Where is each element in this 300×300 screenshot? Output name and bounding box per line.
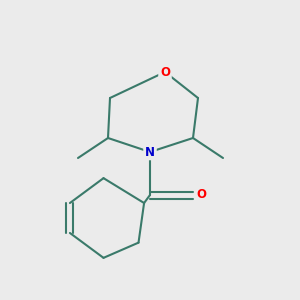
Text: O: O <box>196 188 206 202</box>
Text: O: O <box>160 65 170 79</box>
Text: N: N <box>145 146 155 158</box>
